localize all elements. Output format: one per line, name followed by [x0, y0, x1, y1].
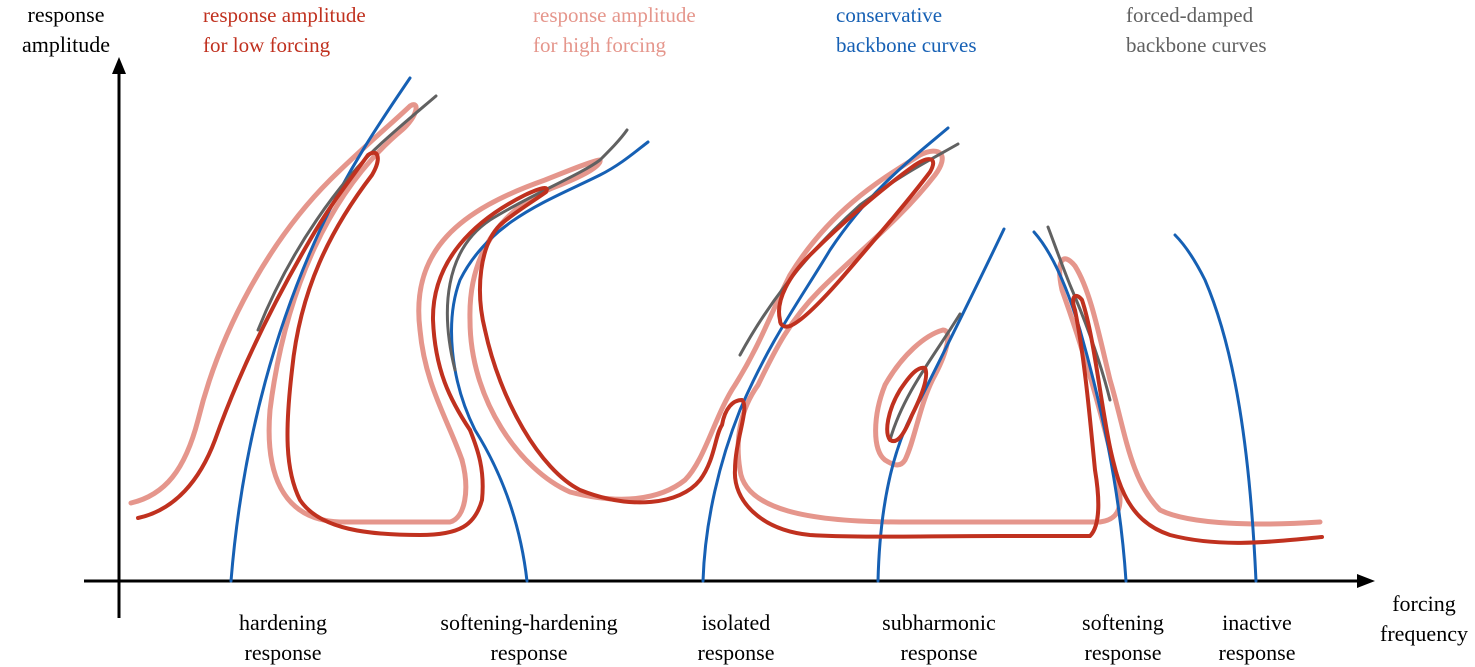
conservative-backbone-softening-hardening	[450, 140, 650, 583]
label-subharmonic-response: subharmonic response	[882, 610, 996, 665]
label-hardening-line2: response	[245, 640, 322, 665]
label-softening-line2: response	[1085, 640, 1162, 665]
x-axis-label: forcing frequency	[1380, 591, 1468, 646]
legend-conservative-backbone: conservative backbone curves	[836, 3, 977, 57]
y-axis-label-line2: amplitude	[22, 32, 110, 57]
label-softening-line1: softening	[1082, 610, 1164, 635]
legend-high-forcing: response amplitude for high forcing	[533, 3, 696, 57]
label-isolated-line1: isolated	[702, 610, 770, 635]
legend-damped-line2: backbone curves	[1126, 33, 1267, 57]
legend-conservative-line2: backbone curves	[836, 33, 977, 57]
label-softening-hardening-line2: response	[491, 640, 568, 665]
legend-high-forcing-line1: response amplitude	[533, 3, 696, 27]
label-isolated-response: isolated response	[698, 610, 775, 665]
legend-conservative-line1: conservative	[836, 3, 942, 27]
label-softening-response: softening response	[1082, 610, 1164, 665]
conservative-backbone-softening	[1032, 230, 1128, 583]
axes	[84, 57, 1375, 618]
low-forcing-curve-subharmonic-loop	[885, 365, 929, 444]
response-labels: hardening response softening-hardening r…	[239, 610, 1295, 665]
legend-damped-line1: forced-damped	[1126, 3, 1254, 27]
low-forcing-curve-hardening	[136, 150, 485, 537]
damped-backbone-softening	[1046, 225, 1112, 402]
legend-low-forcing-line2: for low forcing	[203, 33, 331, 57]
low-forcing-curves	[136, 150, 1324, 545]
damped-backbone-subharmonic	[888, 312, 962, 442]
legend-high-forcing-line2: for high forcing	[533, 33, 666, 57]
low-forcing-curve-isolated-loop	[777, 157, 936, 329]
x-axis-label-line2: frequency	[1380, 621, 1468, 646]
label-isolated-line2: response	[698, 640, 775, 665]
high-forcing-curves	[128, 102, 1323, 527]
high-forcing-curve-hardening	[128, 102, 469, 525]
label-hardening-response: hardening response	[239, 610, 327, 665]
legend-low-forcing: response amplitude for low forcing	[203, 3, 366, 57]
low-forcing-curve-softening-hardening	[430, 186, 1324, 545]
label-softening-hardening-response: softening-hardening response	[440, 610, 617, 665]
conservative-backbone-isolated	[701, 126, 950, 583]
conservative-backbone-hardening	[229, 76, 412, 583]
y-axis-label: response amplitude	[22, 2, 110, 57]
label-softening-hardening-line1: softening-hardening	[440, 610, 617, 635]
x-axis-arrowhead	[1357, 574, 1375, 588]
legend: response amplitude for low forcing respo…	[203, 3, 1267, 57]
high-forcing-curve-subharmonic	[873, 327, 951, 468]
legend-damped-backbone: forced-damped backbone curves	[1126, 3, 1267, 57]
damped-backbone-softening-hardening	[445, 128, 629, 372]
label-inactive-response: inactive response	[1219, 610, 1296, 665]
legend-low-forcing-line1: response amplitude	[203, 3, 366, 27]
label-inactive-line2: response	[1219, 640, 1296, 665]
y-axis-arrowhead	[112, 57, 126, 74]
conservative-backbone-subharmonic	[876, 227, 1006, 583]
label-hardening-line1: hardening	[239, 610, 327, 635]
label-subharmonic-line1: subharmonic	[882, 610, 996, 635]
label-subharmonic-line2: response	[901, 640, 978, 665]
conservative-backbones	[229, 76, 1258, 583]
x-axis-label-line1: forcing	[1392, 591, 1456, 616]
label-inactive-line1: inactive	[1222, 610, 1292, 635]
y-axis-label-line1: response	[28, 2, 105, 27]
conservative-backbone-inactive	[1173, 233, 1258, 583]
